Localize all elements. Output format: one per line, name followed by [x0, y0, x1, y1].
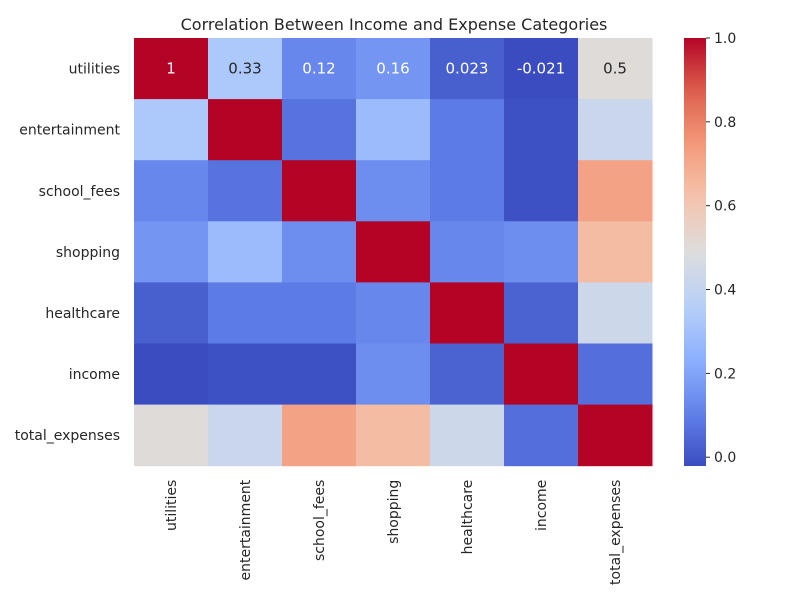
row-label: school_fees: [39, 184, 120, 200]
heatmap-cell: [504, 221, 579, 283]
heatmap-cell: [134, 99, 209, 161]
heatmap-cell: [578, 160, 653, 222]
heatmap-cell: [356, 99, 431, 161]
heatmap-cell: [134, 282, 209, 344]
heatmap-cell: [282, 38, 357, 100]
cell-annotation: -0.021: [517, 60, 565, 78]
cell-annotation: 0.33: [228, 60, 261, 78]
row-label: total_expenses: [15, 428, 120, 444]
heatmap-cells: [134, 38, 653, 467]
colorbar-tick-label: 0.2: [714, 366, 736, 382]
heatmap-cell: [504, 160, 579, 222]
heatmap-cell: [430, 282, 505, 344]
heatmap-cell: [208, 282, 283, 344]
heatmap-cell: [134, 404, 209, 467]
heatmap-cell: [282, 343, 357, 406]
heatmap-cell: [356, 38, 431, 100]
heatmap-cell: [134, 343, 209, 406]
heatmap-cell: [430, 38, 505, 100]
colorbar: 0.0 0.2 0.4 0.6 0.8 1.0: [684, 31, 736, 466]
column-label: utilities: [164, 480, 180, 531]
colorbar-tick-label: 0.0: [714, 450, 736, 466]
heatmap-cell: [208, 404, 283, 467]
row-label: shopping: [56, 245, 120, 261]
heatmap-cell: [578, 404, 653, 467]
cell-annotation: 1: [166, 60, 176, 78]
heatmap-cell: [282, 282, 357, 344]
heatmap-cell: [282, 160, 357, 222]
column-label: total_expenses: [608, 480, 624, 585]
cell-annotation: 0.023: [446, 60, 489, 78]
heatmap-cell: [208, 343, 283, 406]
column-label: school_fees: [312, 480, 328, 561]
colorbar-tick-label: 0.4: [714, 283, 736, 299]
cell-annotation: 0.16: [376, 60, 409, 78]
colorbar-tick-label: 0.6: [714, 199, 736, 215]
heatmap-cell: [504, 38, 579, 100]
heatmap-cell: [282, 404, 357, 467]
column-label: healthcare: [460, 480, 476, 555]
heatmap-cell: [356, 343, 431, 406]
heatmap-cell: [356, 404, 431, 467]
heatmap-cell: [578, 343, 653, 406]
heatmap-cell: [134, 221, 209, 283]
heatmap-cell: [282, 99, 357, 161]
column-label: shopping: [386, 480, 402, 544]
row-label: entertainment: [19, 123, 120, 139]
row-labels: utilities entertainment school_feesshoppin…: [15, 62, 121, 445]
colorbar-gradient: [684, 38, 706, 466]
row-label: healthcare: [45, 306, 120, 322]
row-label: income: [69, 367, 120, 383]
heatmap-cell: [208, 38, 283, 100]
heatmap-cell: [356, 221, 431, 283]
heatmap-cell: [356, 160, 431, 222]
heatmap-cell: [430, 343, 505, 406]
heatmap-cell: [504, 282, 579, 344]
colorbar-tick-label: 1.0: [714, 31, 736, 47]
row-label: utilities: [69, 62, 120, 78]
cell-annotations: 1 0.33 0.12 0.16 0.023 -0.021 0.5: [166, 60, 627, 78]
heatmap-cell: [356, 282, 431, 344]
chart-title: Correlation Between Income and Expense C…: [181, 15, 608, 34]
cell-annotation: 0.12: [302, 60, 335, 78]
heatmap-cell: [430, 99, 505, 161]
heatmap-cell: [578, 38, 653, 100]
heatmap-cell: [578, 99, 653, 161]
heatmap-cell: [134, 38, 209, 100]
heatmap-cell: [430, 160, 505, 222]
heatmap-cell: [578, 282, 653, 344]
heatmap-cell: [430, 221, 505, 283]
column-label: income: [534, 480, 550, 531]
heatmap-cell: [504, 404, 579, 467]
heatmap-cell: [504, 343, 579, 406]
colorbar-tick-label: 0.8: [714, 115, 736, 131]
heatmap-cell: [208, 99, 283, 161]
heatmap-cell: [208, 160, 283, 222]
column-label: entertainment: [238, 479, 254, 580]
column-labels: utilities entertainment school_fees shoppin…: [164, 479, 624, 585]
heatmap-cell: [578, 221, 653, 283]
heatmap-cell: [134, 160, 209, 222]
heatmap-cell: [430, 404, 505, 467]
heatmap-cell: [504, 99, 579, 161]
heatmap-cell: [282, 221, 357, 283]
heatmap-cell: [208, 221, 283, 283]
cell-annotation: 0.5: [603, 60, 627, 78]
